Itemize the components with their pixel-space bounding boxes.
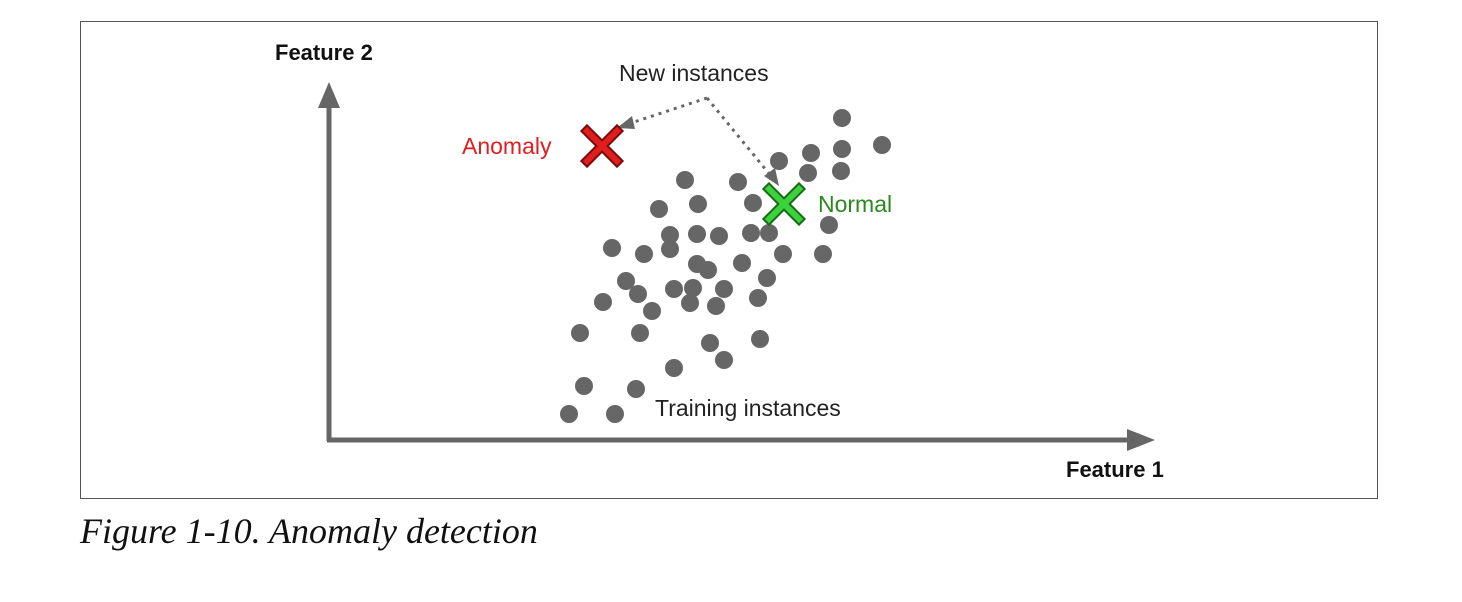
- training-point: [617, 272, 635, 290]
- training-point: [729, 173, 747, 191]
- training-points: [560, 109, 891, 423]
- training-point: [710, 227, 728, 245]
- new-instance-arrows: [617, 96, 779, 186]
- training-point: [661, 226, 679, 244]
- training-point: [661, 240, 679, 258]
- y-axis-label: Feature 2: [275, 40, 373, 65]
- training-point: [832, 162, 850, 180]
- arrow-to-anomaly-head: [617, 116, 635, 129]
- training-point: [758, 269, 776, 287]
- training-point: [744, 194, 762, 212]
- training-point: [627, 380, 645, 398]
- training-point: [676, 171, 694, 189]
- training-point: [594, 293, 612, 311]
- training-point: [799, 164, 817, 182]
- normal-marker: [761, 181, 807, 227]
- training-point: [635, 245, 653, 263]
- training-point: [688, 225, 706, 243]
- x-axis-label: Feature 1: [1066, 457, 1164, 482]
- figure-caption: Figure 1-10. Anomaly detection: [80, 511, 538, 551]
- anomaly-label: Anomaly: [462, 133, 552, 159]
- training-point: [733, 254, 751, 272]
- training-point: [833, 140, 851, 158]
- training-point: [820, 216, 838, 234]
- training-instances-label: Training instances: [655, 395, 841, 421]
- arrow-to-anomaly: [627, 96, 708, 126]
- y-axis-arrowhead: [318, 82, 340, 108]
- training-point: [603, 239, 621, 257]
- training-point: [833, 109, 851, 127]
- training-point: [665, 280, 683, 298]
- x-axis-arrowhead: [1127, 429, 1155, 451]
- training-point: [751, 330, 769, 348]
- training-point: [760, 224, 778, 242]
- training-point: [715, 351, 733, 369]
- training-point: [681, 294, 699, 312]
- figure-frame: [80, 21, 1378, 499]
- training-point: [873, 136, 891, 154]
- arrow-to-normal: [705, 97, 773, 177]
- arrow-to-normal-head: [764, 168, 779, 186]
- training-point: [701, 334, 719, 352]
- training-point: [629, 285, 647, 303]
- new-instances-label: New instances: [619, 60, 769, 86]
- training-point: [742, 224, 760, 242]
- training-point: [707, 297, 725, 315]
- training-point: [802, 144, 820, 162]
- training-point: [699, 261, 717, 279]
- training-point: [749, 289, 767, 307]
- training-point: [684, 279, 702, 297]
- training-point: [643, 302, 661, 320]
- training-point: [575, 377, 593, 395]
- normal-label: Normal: [818, 191, 892, 217]
- training-point: [715, 280, 733, 298]
- training-point: [774, 245, 792, 263]
- training-point: [689, 195, 707, 213]
- axes: [318, 82, 1155, 451]
- training-point: [770, 152, 788, 170]
- training-point: [665, 359, 683, 377]
- training-point: [606, 405, 624, 423]
- training-point: [814, 245, 832, 263]
- training-point: [650, 200, 668, 218]
- training-point: [560, 405, 578, 423]
- training-point: [631, 324, 649, 342]
- training-point: [571, 324, 589, 342]
- anomaly-marker: [579, 123, 625, 169]
